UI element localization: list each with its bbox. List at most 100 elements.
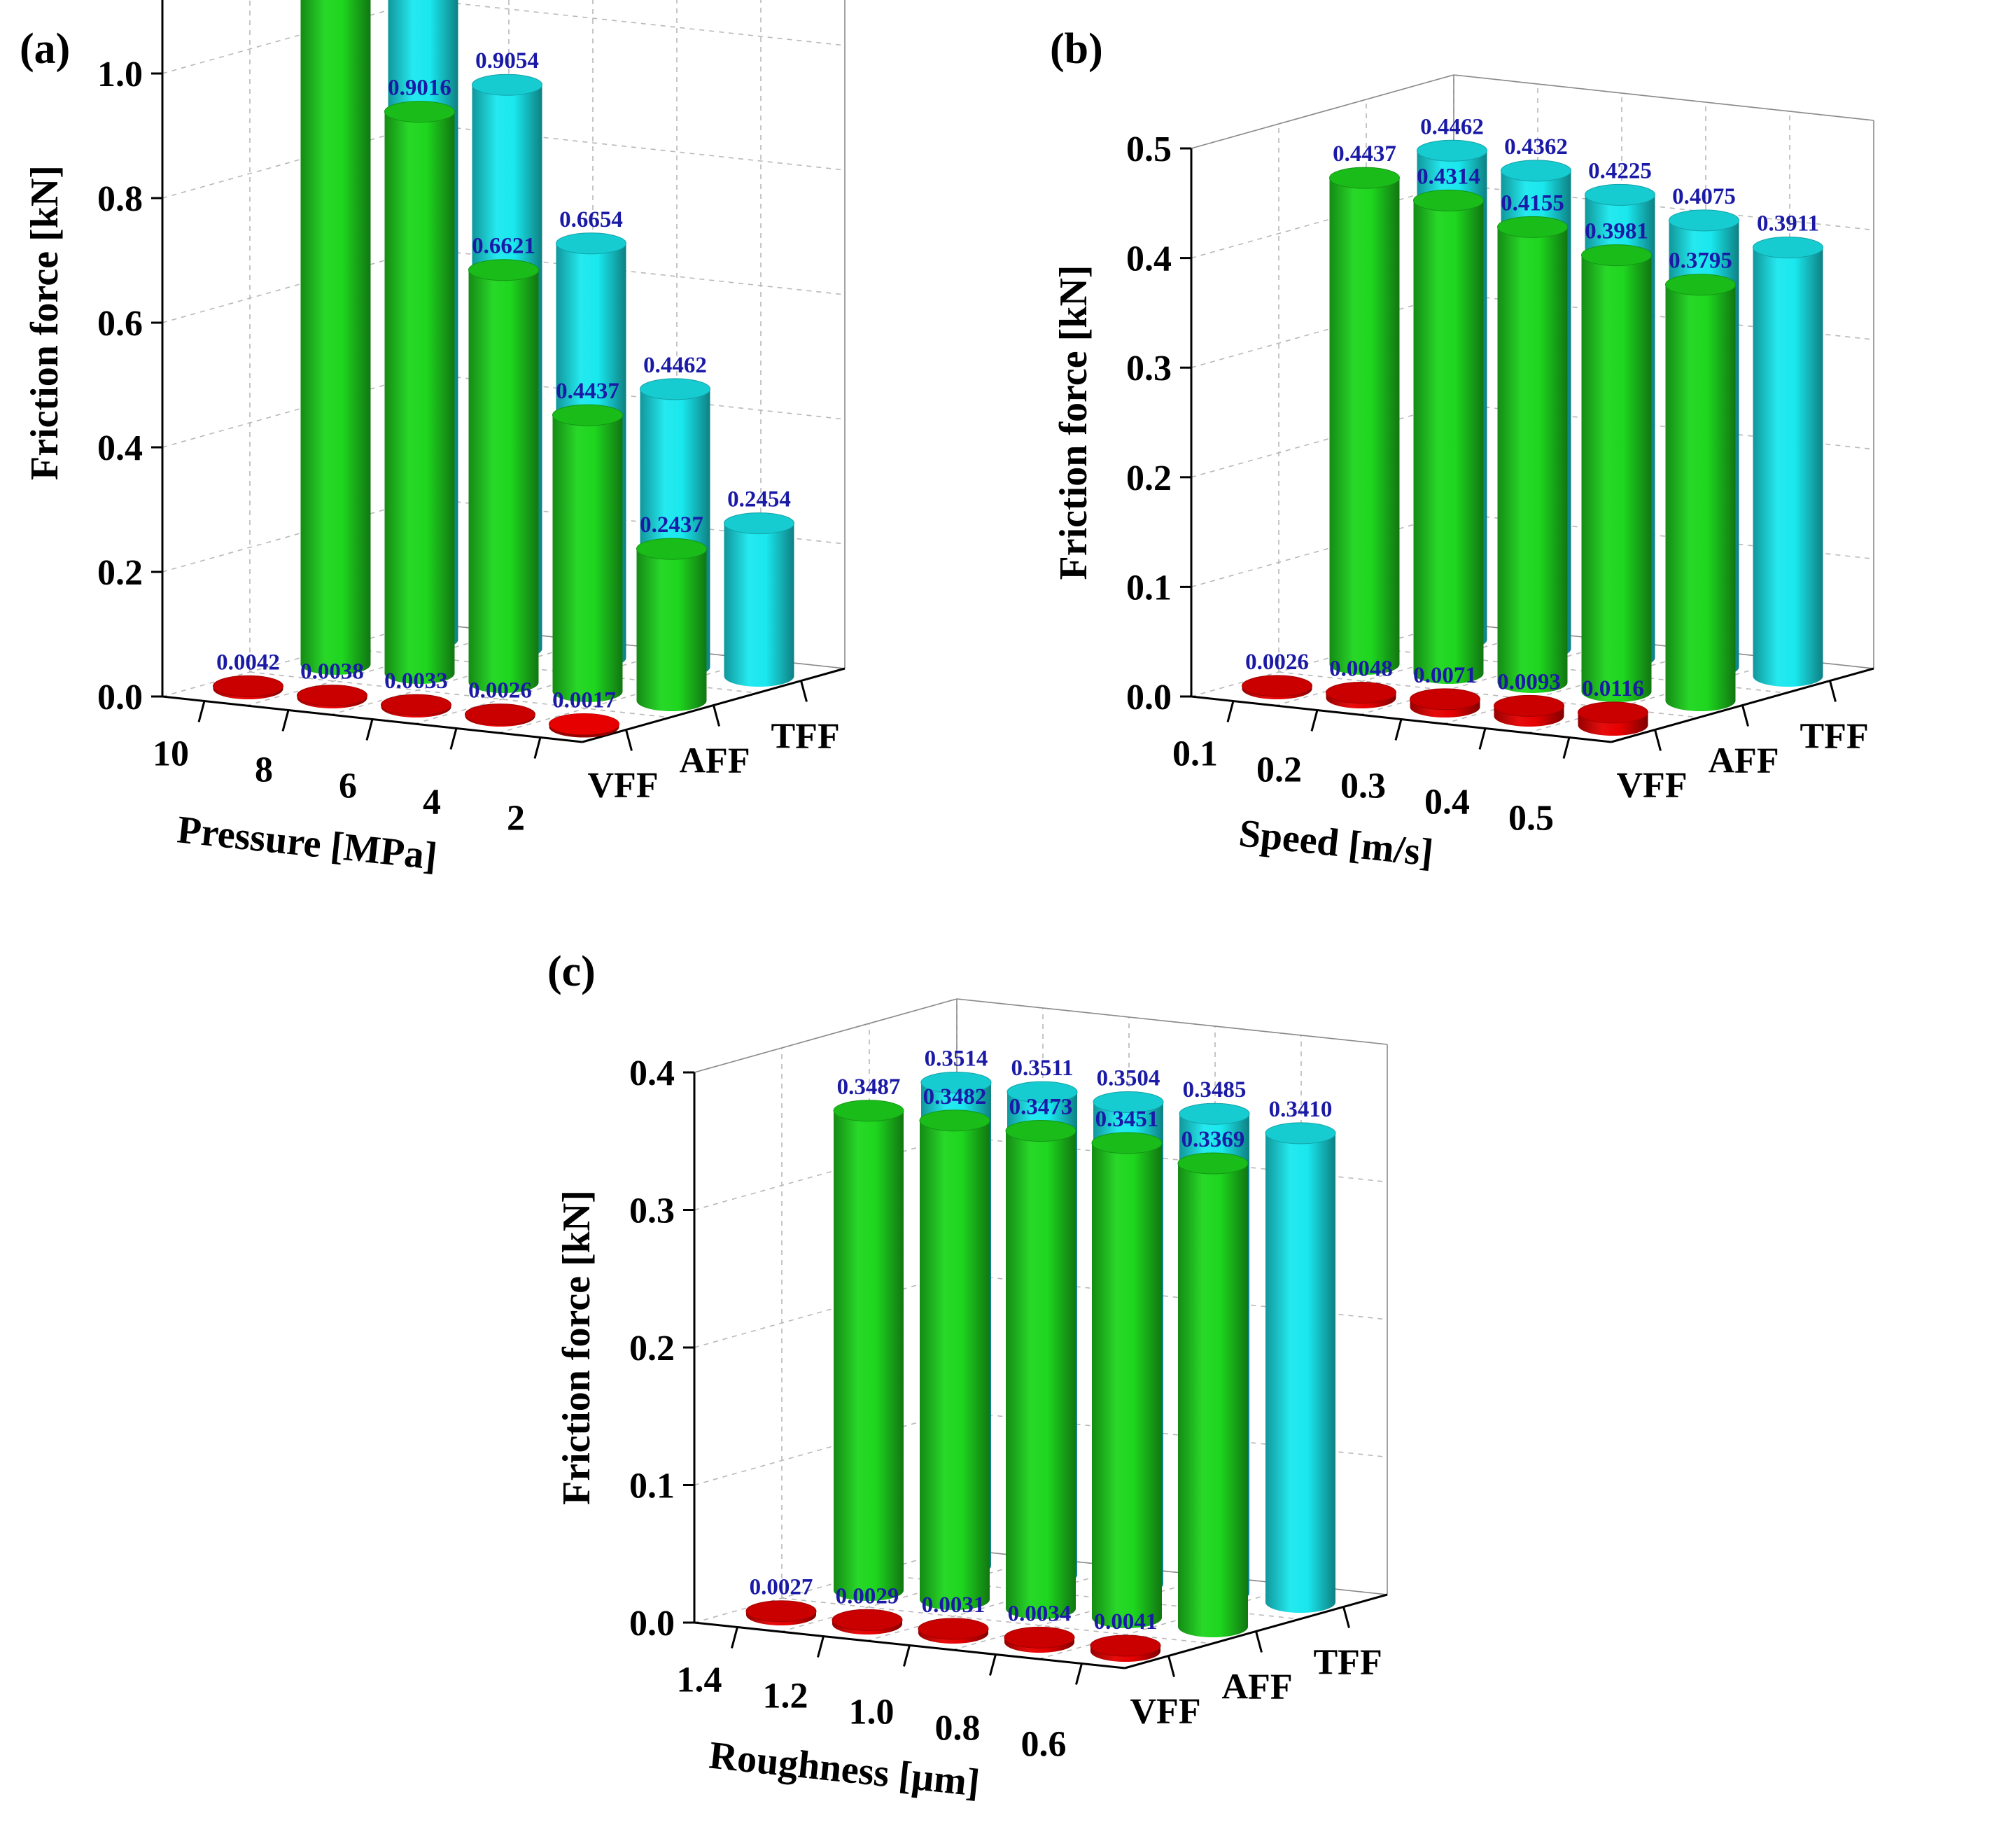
y-tick-label: 0.1 [629,1466,675,1506]
bar-aff-4 [552,404,623,702]
data-label: 0.3504 [1097,1065,1160,1091]
data-labels: 0.4462 0.4362 0.4225 0.4075 0.3911 0.4437 0.43… [1245,114,1819,701]
axes: 0.00.10.20.30.40.50.1 0.2 0.3 0.4 0.5VFFAFFT… [1126,130,1874,839]
x-tick-label: 0.4 [1424,783,1470,822]
y-tick-label: 0.4 [629,1054,675,1093]
panel-b-speed-chart: (b)0.00.10.20.30.40.50.1 0.2 0.3 0.4 0.5VFFA… [1050,25,1874,875]
bar-aff-2 [636,538,707,711]
data-label: 0.0071 [1413,663,1477,688]
bar-aff-6 [468,259,539,694]
data-label: 0.0038 [300,659,364,685]
data-label: 0.3911 [1757,211,1819,237]
bar-aff-8 [384,101,455,685]
panel-letter: (a) [20,25,70,73]
y-tick-label: 1.0 [97,55,143,94]
series-axis-label: AFF [1709,741,1779,781]
bar-aff-10 [300,0,371,675]
y-tick-label: 0.8 [97,179,143,219]
data-labels: 0.3514 0.3511 0.3504 0.3485 0.3410 0.3487 0.34… [750,1046,1333,1634]
y-tick-label: 0.4 [97,428,143,468]
axes: 0.0 0.1 0.2 0.3 0.4 1.4 1.2 1.0 0.8 0.6 VFF AFF TFF [629,1054,1388,1765]
panel-c-roughness-chart: (c) 0.0 0.1 0.2 0.3 0.4 1.4 1.2 1.0 0.8 0.6 VFF AFF T… [547,948,1388,1805]
series-axis-label: VFF [1617,766,1688,806]
data-label: 0.4314 [1417,164,1480,189]
data-label: 0.9054 [475,48,539,74]
x-tick-label: 2 [507,799,525,839]
series-axis-label: VFF [588,766,659,806]
data-label: 0.0033 [384,668,448,694]
y-tick-label: 0.5 [1126,130,1172,169]
y-axis-label: Friction force [kN] [1052,265,1095,580]
bar-aff-0.3 [1497,216,1568,693]
bar-aff-1.4 [833,1100,904,1601]
data-label: 0.4225 [1588,158,1652,183]
data-label: 0.0031 [922,1592,986,1618]
data-label: 0.4437 [1333,141,1396,167]
panel-letter: (c) [547,948,596,995]
data-label: 0.0041 [1094,1609,1158,1634]
x-tick-label: 1.4 [677,1660,722,1700]
data-label: 0.0026 [468,678,532,704]
x-axis-label: Speed [m/s] [1237,811,1435,875]
data-label: 0.4462 [643,353,707,378]
x-tick-label: 1.2 [763,1676,808,1716]
x-tick-label: 10 [153,734,189,774]
data-label: 0.2437 [640,512,703,538]
series-axis-label: AFF [1222,1667,1293,1707]
x-axis-label: Pressure [MPa] [175,808,439,878]
x-tick-label: 8 [255,750,273,790]
data-label: 0.0093 [1497,669,1561,694]
x-tick-label: 6 [339,766,357,806]
data-label: 0.4437 [556,379,619,404]
data-label: 0.3795 [1669,248,1732,274]
x-tick-label: 0.3 [1340,766,1386,806]
bar-aff-0.8 [1091,1132,1163,1628]
bar-aff-0.6 [1177,1152,1249,1637]
data-labels: 1.15300.90540.66540.44620.24541.14870.90… [216,48,791,713]
cylinder-bars [1242,139,1823,736]
x-tick-label: 0.8 [935,1709,981,1749]
data-label: 0.0026 [1245,650,1309,675]
y-tick-label: 0.0 [629,1604,675,1644]
y-axis-label: Friction force [kN] [555,1190,598,1505]
bar-tff-2 [724,512,794,687]
data-label: 0.3485 [1183,1077,1247,1102]
bar-aff-1.0 [1005,1120,1076,1619]
x-tick-label: 0.1 [1172,734,1218,774]
data-label: 0.0027 [750,1575,813,1600]
data-label: 0.0116 [1582,676,1644,701]
y-tick-label: 0.2 [1126,458,1172,498]
bar-vff-6 [381,694,451,718]
data-label: 0.3473 [1009,1095,1073,1120]
y-tick-label: 0.0 [97,678,143,718]
data-label: 0.4155 [1501,190,1564,216]
panel-a-pressure-chart: (a)0.00.20.40.60.81.01.2108642VFFAFFTFFF… [20,0,846,878]
data-label: 0.0017 [552,687,616,713]
bar-vff-4 [465,704,535,727]
bar-aff-0.2 [1413,189,1484,685]
x-tick-label: 0.5 [1508,799,1554,839]
bar-vff-1.0 [918,1618,989,1644]
series-axis-label: TFF [1800,717,1869,757]
data-label: 0.3514 [925,1046,988,1071]
y-tick-label: 0.3 [1126,349,1172,388]
data-label: 0.4462 [1420,114,1484,139]
data-label: 0.3410 [1269,1097,1333,1122]
bar-tff-0.6 [1265,1122,1336,1613]
data-label: 0.0029 [836,1583,899,1609]
data-label: 0.3482 [923,1084,987,1110]
data-label: 0.4075 [1672,184,1736,209]
data-label: 0.3451 [1095,1107,1159,1132]
data-label: 0.0048 [1329,656,1393,681]
x-tick-label: 0.2 [1256,750,1302,790]
axes: 0.00.20.40.60.81.01.2108642VFFAFFTFF [97,0,846,839]
bar-vff-0.1 [1242,675,1312,700]
bar-aff-0.4 [1581,244,1652,702]
data-label: 0.4362 [1504,134,1568,160]
x-tick-label: 0.6 [1021,1725,1067,1765]
data-label: 0.0034 [1008,1601,1072,1626]
data-label: 0.6654 [559,207,623,232]
bar-vff-0.3 [1410,688,1480,718]
series-axis-label: TFF [1314,1643,1382,1683]
y-tick-label: 0.2 [629,1329,675,1368]
